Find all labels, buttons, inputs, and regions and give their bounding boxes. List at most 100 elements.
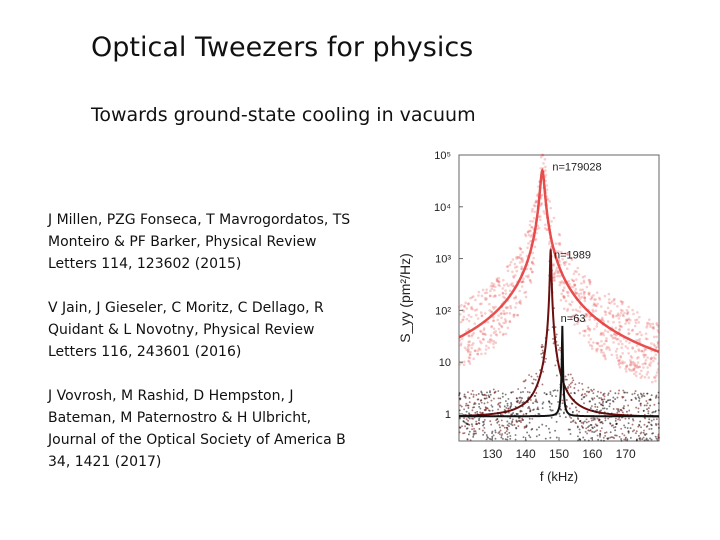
series-0-point	[480, 294, 484, 298]
series-0-point	[618, 328, 621, 331]
series-0-point	[488, 302, 491, 306]
series-0-point	[592, 341, 595, 344]
series-0-point	[617, 342, 620, 346]
series-0-point	[603, 342, 606, 346]
series-0-point	[624, 345, 628, 348]
series-2-point	[504, 409, 507, 412]
series-0-point	[595, 304, 598, 308]
series-0-point	[568, 262, 571, 266]
series-2-point	[589, 407, 592, 410]
series-0-point	[505, 306, 508, 310]
series-1-point	[648, 428, 651, 430]
series-2-point	[614, 429, 617, 432]
series-0-point	[562, 295, 566, 298]
series-0-point	[509, 260, 513, 264]
series-0-point	[607, 292, 611, 296]
series-0-point	[512, 313, 515, 317]
series-1-point	[657, 433, 660, 436]
series-2-point	[648, 421, 651, 424]
series-0-point	[504, 292, 508, 295]
series-2-point	[489, 391, 491, 394]
series-0-point	[555, 268, 558, 272]
series-1-point	[617, 392, 620, 395]
series-0-point	[656, 362, 660, 365]
series-0-point	[615, 356, 619, 360]
series-0-point	[644, 332, 648, 335]
series-0-point	[623, 361, 626, 364]
series-0-point	[458, 338, 462, 342]
series-0-point	[554, 242, 558, 245]
series-0-point	[512, 276, 516, 279]
series-0-point	[555, 266, 559, 270]
series-0-point	[499, 312, 503, 316]
series-0-point	[657, 325, 660, 328]
series-1-point	[599, 391, 602, 394]
series-0-point	[519, 257, 523, 261]
series-0-point	[588, 327, 592, 331]
series-2-point	[650, 427, 653, 430]
series-2-point	[570, 402, 573, 405]
series-0-point	[469, 353, 472, 357]
series-2-point	[635, 439, 638, 442]
series-0-point	[467, 319, 471, 323]
series-0-point	[508, 320, 512, 324]
series-0-point	[561, 257, 564, 261]
series-0-point	[495, 277, 499, 281]
series-2-point	[608, 405, 611, 408]
series-0-point	[645, 337, 649, 341]
series-0-point	[513, 262, 517, 266]
series-1-point	[492, 388, 495, 391]
series-0-point	[477, 294, 480, 297]
series-0-point	[513, 266, 517, 269]
series-0-point	[565, 252, 569, 256]
series-0-point	[620, 361, 623, 365]
series-1-point	[590, 405, 593, 407]
series-0-point	[476, 352, 479, 356]
series-2-point	[614, 434, 617, 437]
series-0-point	[497, 322, 501, 325]
series-0-point	[631, 308, 634, 312]
series-1-point	[463, 408, 466, 411]
series-2-point	[468, 430, 471, 433]
series-1-point	[580, 421, 583, 424]
series-2-point	[596, 406, 599, 409]
series-2-point	[491, 430, 494, 433]
series-0-point	[619, 325, 622, 328]
series-0-point	[495, 278, 499, 282]
series-0-point	[642, 353, 645, 357]
series-2-point	[510, 401, 513, 404]
series-2-point	[599, 432, 601, 435]
series-0-point	[596, 341, 600, 345]
series-2-point	[506, 424, 509, 427]
series-0-point	[524, 290, 528, 294]
series-0-point	[501, 287, 505, 290]
series-1-point	[643, 423, 646, 426]
series-2-point	[525, 426, 528, 429]
series-0-point	[524, 295, 528, 299]
series-0-point	[627, 367, 631, 371]
series-0-point	[566, 252, 570, 256]
series-0-point	[649, 322, 652, 326]
series-0-point	[601, 331, 605, 335]
series-0-point	[484, 348, 488, 351]
series-0-point	[480, 352, 483, 356]
series-2-point	[516, 399, 519, 402]
series-1-point	[603, 398, 606, 401]
series-0-point	[534, 201, 537, 204]
series-1-point	[581, 382, 584, 385]
series-0-point	[638, 330, 642, 334]
series-0-point	[502, 312, 506, 315]
series-1-point	[568, 384, 571, 387]
series-1-point	[517, 388, 520, 390]
series-0-point	[492, 316, 495, 319]
series-1-point	[590, 419, 593, 422]
series-0-point	[627, 321, 631, 325]
series-1-point	[522, 380, 525, 383]
series-2-point	[518, 420, 521, 422]
series-0-point	[604, 313, 607, 316]
series-2-point	[648, 418, 651, 421]
series-2-point	[506, 426, 509, 429]
series-0-point	[609, 301, 612, 305]
series-0-point	[566, 294, 570, 297]
series-0-point	[647, 318, 651, 321]
